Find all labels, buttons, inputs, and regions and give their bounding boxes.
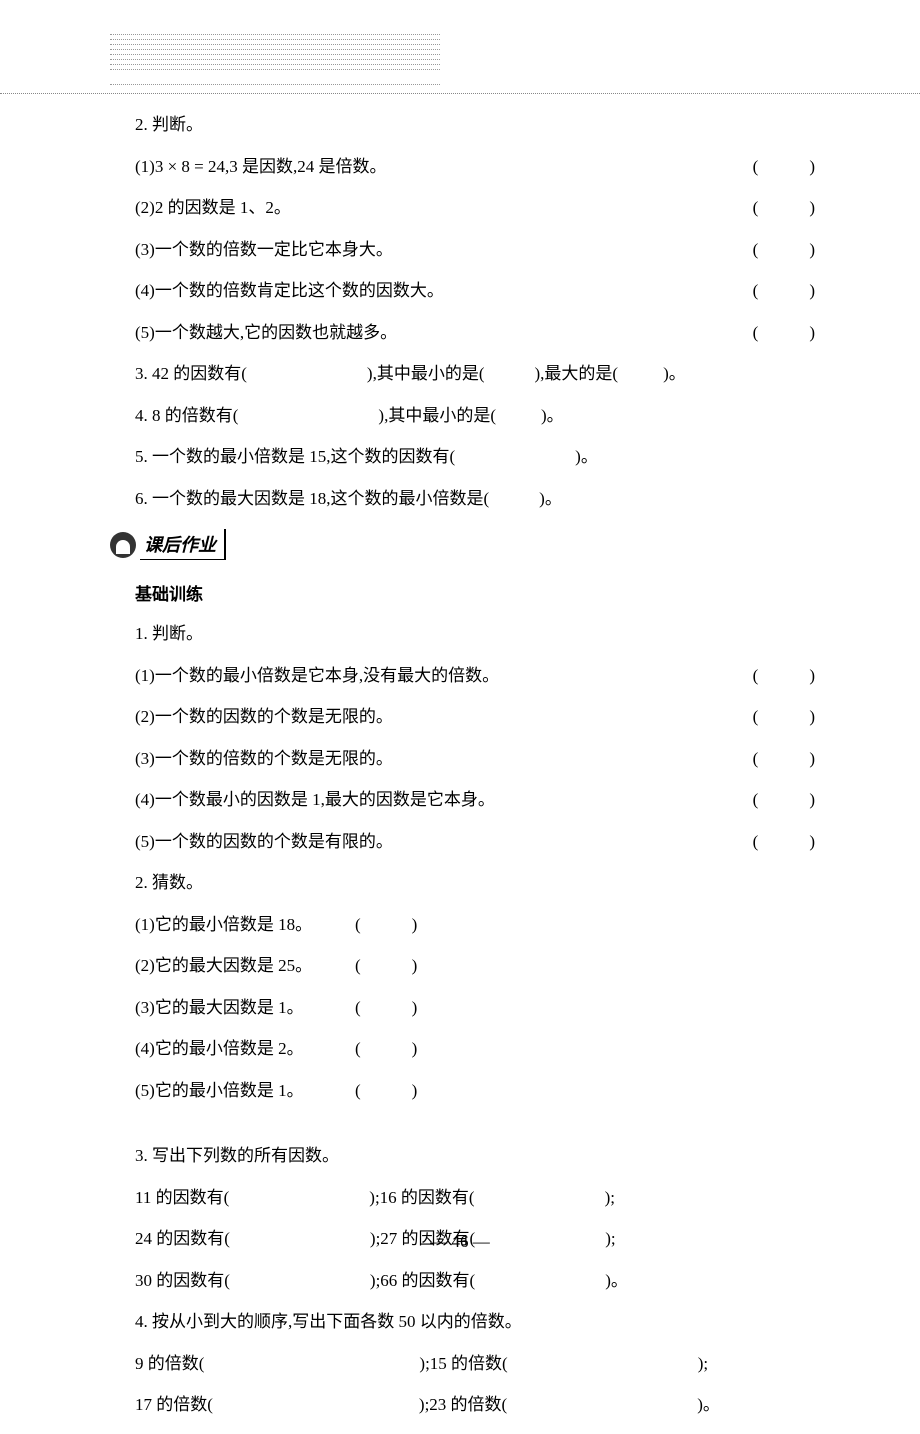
- answer-blank: ( ): [355, 1078, 417, 1104]
- question-text: ),其中最小的是(: [367, 361, 485, 387]
- question-text: 9 的倍数(: [135, 1351, 204, 1377]
- page-number: — 46 —: [0, 1232, 920, 1252]
- question-2-5: (5)一个数越大,它的因数也就越多。 ( ): [135, 320, 815, 346]
- question-text: );: [605, 1185, 615, 1211]
- training-q4-title: 4. 按从小到大的顺序,写出下面各数 50 以内的倍数。: [135, 1309, 815, 1335]
- training-q2-3: (3)它的最大因数是 1。 ( ): [135, 995, 815, 1021]
- question-text: (4)一个数的倍数肯定比这个数的因数大。: [135, 278, 444, 304]
- question-text: )。: [539, 486, 562, 512]
- answer-blank: ( ): [753, 195, 815, 221]
- question-text: (5)一个数的因数的个数是有限的。: [135, 829, 393, 855]
- training-q1-5: (5)一个数的因数的个数是有限的。 ( ): [135, 829, 815, 855]
- question-2-title: 2. 判断。: [135, 112, 815, 138]
- question-text: (4)它的最小倍数是 2。: [135, 1036, 355, 1062]
- question-text: (3)一个数的倍数的个数是无限的。: [135, 746, 393, 772]
- question-text: )。: [605, 1268, 628, 1294]
- question-text: (2)一个数的因数的个数是无限的。: [135, 704, 393, 730]
- question-text: (1)3 × 8 = 24,3 是因数,24 是倍数。: [135, 154, 387, 180]
- question-text: 3. 42 的因数有(: [135, 361, 247, 387]
- question-text: (1)它的最小倍数是 18。: [135, 912, 355, 938]
- training-q1-1: (1)一个数的最小倍数是它本身,没有最大的倍数。 ( ): [135, 663, 815, 689]
- training-q1-title: 1. 判断。: [135, 621, 815, 647]
- question-text: (3)它的最大因数是 1。: [135, 995, 355, 1021]
- question-text: );16 的因数有(: [369, 1185, 474, 1211]
- answer-blank: ( ): [355, 953, 417, 979]
- question-text: );23 的倍数(: [419, 1392, 507, 1418]
- header-divider: [0, 93, 920, 94]
- question-text: 17 的倍数(: [135, 1392, 213, 1418]
- answer-blank: ( ): [753, 704, 815, 730]
- training-q1-4: (4)一个数最小的因数是 1,最大的因数是它本身。 ( ): [135, 787, 815, 813]
- header-pattern: [110, 30, 440, 85]
- question-text: 5. 一个数的最小倍数是 15,这个数的因数有(: [135, 444, 455, 470]
- answer-blank: ( ): [355, 1036, 417, 1062]
- question-text: )。: [697, 1392, 720, 1418]
- training-q1-3: (3)一个数的倍数的个数是无限的。 ( ): [135, 746, 815, 772]
- answer-blank: ( ): [753, 278, 815, 304]
- question-text: )。: [575, 444, 598, 470]
- question-2-2: (2)2 的因数是 1、2。 ( ): [135, 195, 815, 221]
- question-text: )。: [541, 403, 564, 429]
- question-text: (4)一个数最小的因数是 1,最大的因数是它本身。: [135, 787, 495, 813]
- answer-blank: ( ): [753, 746, 815, 772]
- answer-blank: ( ): [355, 995, 417, 1021]
- training-q3-3: 30 的因数有( );66 的因数有( )。: [135, 1268, 815, 1294]
- question-2-1: (1)3 × 8 = 24,3 是因数,24 是倍数。 ( ): [135, 154, 815, 180]
- training-q4-1: 9 的倍数( );15 的倍数( );: [135, 1351, 815, 1377]
- subtitle-training: 基础训练: [135, 580, 815, 605]
- question-text: (2)2 的因数是 1、2。: [135, 195, 291, 221]
- training-q3-1: 11 的因数有( );16 的因数有( );: [135, 1185, 815, 1211]
- question-text: (5)一个数越大,它的因数也就越多。: [135, 320, 397, 346]
- training-q2-5: (5)它的最小倍数是 1。 ( ): [135, 1078, 815, 1104]
- question-2-4: (4)一个数的倍数肯定比这个数的因数大。 ( ): [135, 278, 815, 304]
- answer-blank: ( ): [753, 829, 815, 855]
- answer-blank: ( ): [753, 154, 815, 180]
- question-text: (3)一个数的倍数一定比它本身大。: [135, 237, 393, 263]
- answer-blank: ( ): [355, 912, 417, 938]
- training-q2-title: 2. 猜数。: [135, 870, 815, 896]
- homework-icon: [110, 532, 136, 558]
- question-5: 5. 一个数的最小倍数是 15,这个数的因数有( )。: [135, 444, 815, 470]
- question-2-3: (3)一个数的倍数一定比它本身大。 ( ): [135, 237, 815, 263]
- training-q1-2: (2)一个数的因数的个数是无限的。 ( ): [135, 704, 815, 730]
- question-text: );: [698, 1351, 708, 1377]
- training-q2-2: (2)它的最大因数是 25。 ( ): [135, 953, 815, 979]
- answer-blank: ( ): [753, 320, 815, 346]
- training-q3-title: 3. 写出下列数的所有因数。: [135, 1143, 815, 1169]
- question-text: ),最大的是(: [535, 361, 619, 387]
- question-text: 30 的因数有(: [135, 1268, 230, 1294]
- question-text: (5)它的最小倍数是 1。: [135, 1078, 355, 1104]
- question-text: ),其中最小的是(: [378, 403, 496, 429]
- answer-blank: ( ): [753, 237, 815, 263]
- question-6: 6. 一个数的最大因数是 18,这个数的最小倍数是( )。: [135, 486, 815, 512]
- question-text: 4. 8 的倍数有(: [135, 403, 238, 429]
- question-text: );15 的倍数(: [419, 1351, 507, 1377]
- question-text: );66 的因数有(: [370, 1268, 475, 1294]
- question-text: )。: [663, 361, 686, 387]
- question-text: (2)它的最大因数是 25。: [135, 953, 355, 979]
- question-text: 11 的因数有(: [135, 1185, 229, 1211]
- question-text: 6. 一个数的最大因数是 18,这个数的最小倍数是(: [135, 486, 489, 512]
- training-q4-2: 17 的倍数( );23 的倍数( )。: [135, 1392, 815, 1418]
- training-q2-1: (1)它的最小倍数是 18。 ( ): [135, 912, 815, 938]
- answer-blank: ( ): [753, 787, 815, 813]
- training-q2-4: (4)它的最小倍数是 2。 ( ): [135, 1036, 815, 1062]
- question-3: 3. 42 的因数有( ),其中最小的是( ),最大的是( )。: [135, 361, 815, 387]
- answer-blank: ( ): [753, 663, 815, 689]
- section-header: 课后作业: [110, 529, 815, 560]
- question-4: 4. 8 的倍数有( ),其中最小的是( )。: [135, 403, 815, 429]
- section-title: 课后作业: [140, 529, 226, 560]
- question-text: (1)一个数的最小倍数是它本身,没有最大的倍数。: [135, 663, 499, 689]
